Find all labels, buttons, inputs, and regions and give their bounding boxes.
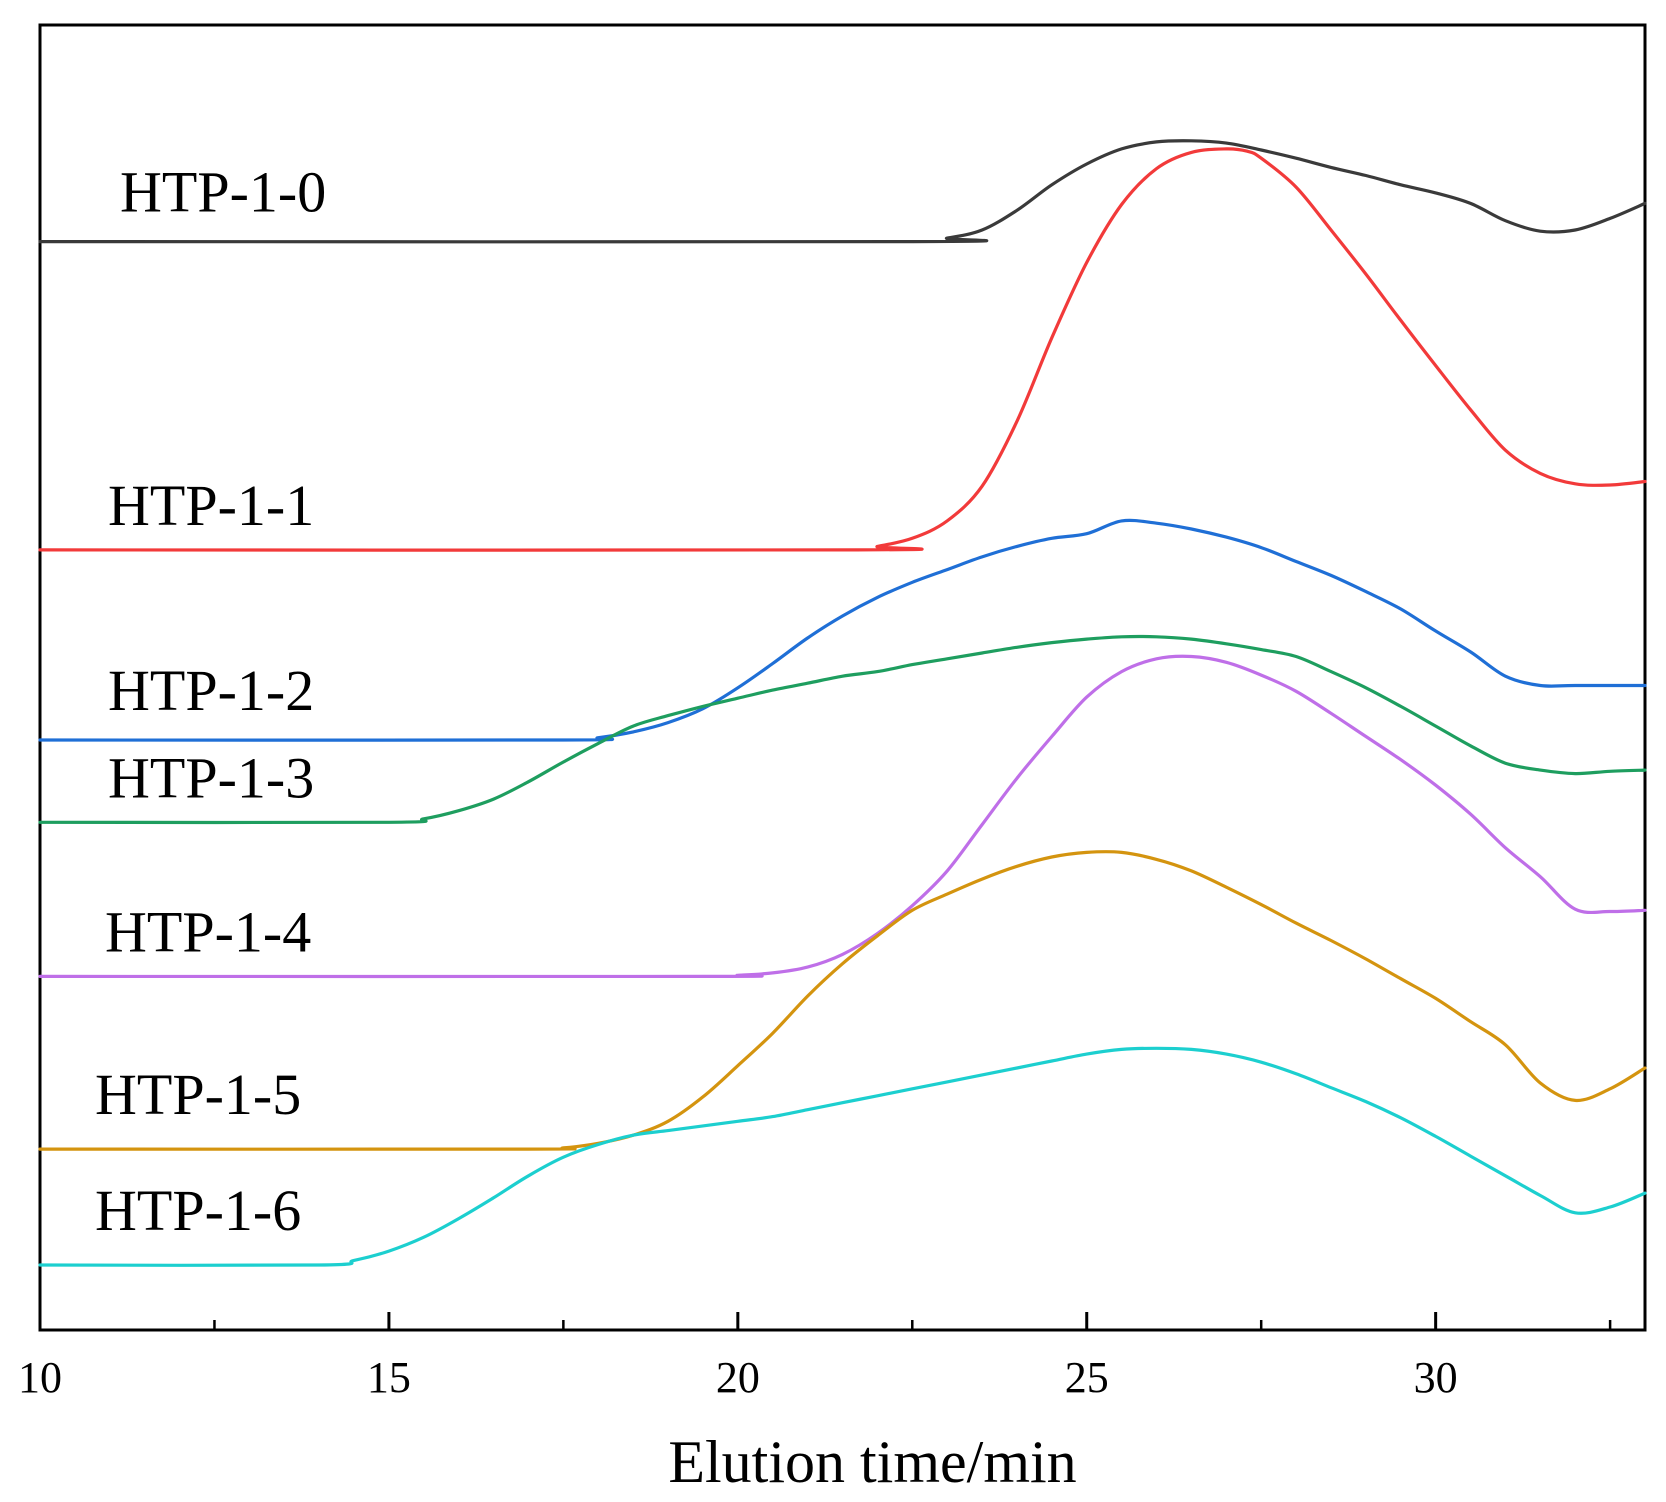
series-label-htp-1-2: HTP-1-2 bbox=[108, 658, 314, 723]
series-line-htp-1-3 bbox=[38, 634, 1647, 825]
plot-border bbox=[38, 23, 1647, 1332]
x-tick-label: 10 bbox=[18, 1353, 62, 1402]
series-line-htp-1-0 bbox=[38, 139, 1647, 244]
series-label-htp-1-0: HTP-1-0 bbox=[120, 160, 326, 225]
x-tick-label: 15 bbox=[367, 1353, 411, 1402]
series-label-htp-1-1: HTP-1-1 bbox=[108, 473, 314, 538]
x-tick-label: 25 bbox=[1065, 1353, 1109, 1402]
series-layer bbox=[38, 139, 1647, 1267]
series-line-htp-1-2 bbox=[38, 518, 1647, 742]
series-label-htp-1-6: HTP-1-6 bbox=[95, 1178, 301, 1243]
series-label-htp-1-4: HTP-1-4 bbox=[105, 899, 311, 964]
series-line-htp-1-6 bbox=[38, 1046, 1647, 1267]
series-label-htp-1-3: HTP-1-3 bbox=[108, 745, 314, 810]
x-tick-label: 20 bbox=[716, 1353, 760, 1402]
series-line-htp-1-4 bbox=[38, 654, 1647, 979]
x-axis-title: Elution time/min bbox=[668, 1429, 1076, 1495]
series-line-htp-1-1 bbox=[38, 147, 1647, 552]
series-labels: HTP-1-0 HTP-1-1 HTP-1-2 HTP-1-3 HTP-1-4 HTP-1… bbox=[95, 160, 326, 1243]
series-label-htp-1-5: HTP-1-5 bbox=[95, 1062, 301, 1127]
x-tick-label: 30 bbox=[1414, 1353, 1458, 1402]
plot-area bbox=[38, 23, 1647, 1332]
x-axis: 10 15 20 25 30 bbox=[18, 1312, 1612, 1402]
